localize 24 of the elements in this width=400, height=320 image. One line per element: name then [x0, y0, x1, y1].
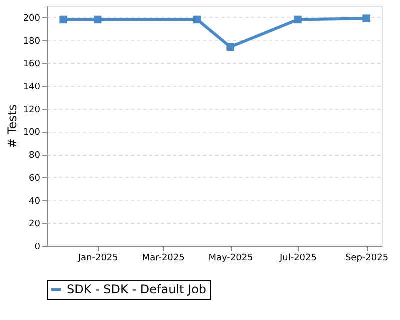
y-tick-label: 20	[29, 220, 41, 230]
point	[294, 16, 302, 24]
x-tick-label: May-2025	[208, 254, 254, 264]
y-tick-label: 140	[23, 82, 41, 92]
y-tick-label: 100	[23, 128, 41, 138]
y-axis-title: # Tests	[5, 104, 20, 148]
point	[226, 43, 234, 52]
x-tick-label: Jan-2025	[77, 254, 118, 264]
y-tick-label: 60	[29, 174, 41, 184]
x-tick-label: Jul-2025	[278, 254, 317, 264]
y-tick-label: 80	[29, 151, 41, 162]
y-tick-label: 180	[23, 36, 41, 47]
y-tick-label: 0	[34, 242, 41, 252]
point	[94, 16, 102, 24]
x-tick-label: Mar-2025	[142, 254, 185, 264]
y-tick-label: 160	[23, 60, 41, 70]
y-tick-label: 120	[23, 105, 41, 116]
point	[60, 16, 68, 24]
point	[362, 14, 370, 22]
point	[193, 16, 202, 24]
legend-label: SDK - SDK - Default Job	[67, 282, 207, 296]
x-tick-label: Sep-2025	[345, 254, 389, 264]
y-tick-label: 40	[29, 196, 41, 207]
y-tick-label: 200	[23, 14, 41, 24]
